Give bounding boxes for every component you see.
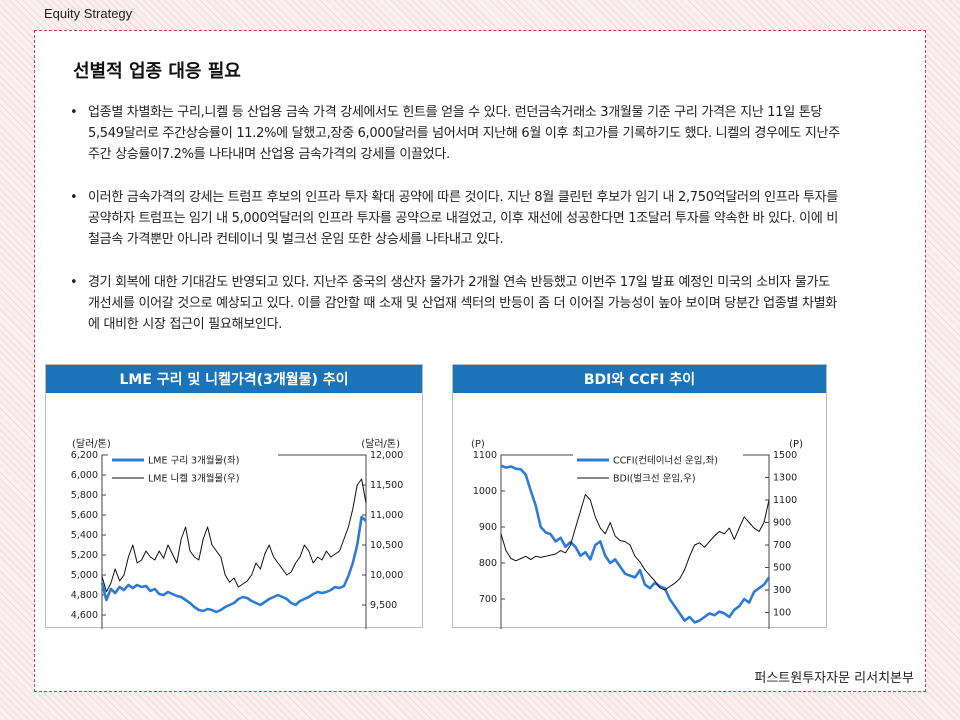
bullet-item: • 경기 회복에 대한 기대감도 반영되고 있다. 지난주 중국의 생산자 물가… <box>68 272 840 335</box>
series-line-2 <box>500 493 770 591</box>
y-left-tick-label: 700 <box>479 594 497 605</box>
bullet-text: 업종별 차별화는 구리,니켈 등 산업용 금속 가격 강세에서도 힌트를 얻을 … <box>88 105 840 162</box>
bullet-dot-icon: • <box>70 275 78 290</box>
y-left-unit: (달러/톤) <box>72 438 111 450</box>
y-right-tick-label: 11,000 <box>370 510 403 521</box>
legend-label: LME 니켈 3개월물(우) <box>148 473 239 485</box>
y-left-tick-label: 1000 <box>473 486 497 497</box>
y-right-tick-label: 100 <box>773 608 791 619</box>
y-right-tick-label: 1100 <box>773 495 797 506</box>
chart-panel-lme: LME 구리 및 니켈가격(3개월물) 추이 (달러/톤) (달러/톤) 6,200… <box>45 364 423 629</box>
y-left-tick-label: 5,200 <box>71 550 98 561</box>
y-left-tick-label: 5,400 <box>71 530 98 541</box>
bullet-dot-icon: • <box>70 190 78 205</box>
y-right-tick-label: 11,500 <box>370 480 403 491</box>
y-left-tick-label: 5,800 <box>71 490 98 501</box>
y-right-tick-label: 10,500 <box>370 540 403 551</box>
legend-label: CCFI(컨테이너선 운임,좌) <box>613 455 718 467</box>
bullet-dot-icon: • <box>70 105 78 120</box>
bullet-item: • 이러한 금속가격의 강세는 트럼프 후보의 인프라 투자 확대 공약에 따른… <box>68 187 840 250</box>
y-left-tick-label: 800 <box>479 558 497 569</box>
y-left-tick-label: 5,000 <box>71 570 98 581</box>
y-right-tick-label: 300 <box>773 585 791 596</box>
y-right-unit: (달러/톤) <box>361 438 400 450</box>
bullet-item: • 업종별 차별화는 구리,니켈 등 산업용 금속 가격 강세에서도 힌트를 얻… <box>68 102 840 165</box>
y-right-tick-label: 700 <box>773 540 791 551</box>
bullet-text: 경기 회복에 대한 기대감도 반영되고 있다. 지난주 중국의 생산자 물가가 … <box>88 275 837 332</box>
chart-panel-bdi: BDI와 CCFI 추이 (P)(P)110010009008007006001… <box>452 364 827 629</box>
y-right-tick-label: 900 <box>773 518 791 529</box>
chart-title-bdi: BDI와 CCFI 추이 <box>453 365 826 393</box>
y-right-tick-label: 1300 <box>773 473 797 484</box>
y-right-unit: (P) <box>789 439 803 450</box>
y-left-tick-label: 6,200 <box>71 450 98 461</box>
chart-title-lme: LME 구리 및 니켈가격(3개월물) 추이 <box>46 365 422 393</box>
y-right-tick-label: 9,500 <box>370 600 397 611</box>
y-left-tick-label: 1100 <box>473 450 497 461</box>
legend-box <box>108 451 278 491</box>
y-right-tick-label: 1500 <box>773 450 797 461</box>
y-left-tick-label: 4,800 <box>71 590 98 601</box>
series-line-2 <box>101 478 367 593</box>
y-right-tick-label: 500 <box>773 563 791 574</box>
chart-bdi-ccfi: (P)(P)1100100090080070060015001300110090… <box>471 439 803 629</box>
y-left-tick-label: 6,000 <box>71 470 98 481</box>
series-line-1 <box>500 464 771 624</box>
y-left-unit: (P) <box>471 439 485 450</box>
y-right-tick-label: 10,000 <box>370 570 403 581</box>
section-title: 선별적 업종 대응 필요 <box>73 61 241 82</box>
bullet-text: 이러한 금속가격의 강세는 트럼프 후보의 인프라 투자 확대 공약에 따른 것… <box>88 190 838 247</box>
y-left-tick-label: 4,600 <box>71 610 98 621</box>
bullet-list: • 업종별 차별화는 구리,니켈 등 산업용 금속 가격 강세에서도 힌트를 얻… <box>68 102 840 357</box>
legend-box <box>573 451 743 491</box>
y-right-tick-label: 12,000 <box>370 450 403 461</box>
chart-lme-copper-nickel: (달러/톤) (달러/톤)6,2006,0005,8005,6005,4005,2… <box>71 438 403 629</box>
header-title: Equity Strategy <box>44 6 133 21</box>
footer-text: 퍼스트원투자자문 리서치본부 <box>754 671 914 686</box>
y-left-tick-label: 900 <box>479 522 497 533</box>
series-line-1 <box>100 515 367 614</box>
legend-label: BDI(벌크선 운임,우) <box>613 473 696 485</box>
legend-label: LME 구리 3개월물(좌) <box>148 455 239 467</box>
y-left-tick-label: 5,600 <box>71 510 98 521</box>
